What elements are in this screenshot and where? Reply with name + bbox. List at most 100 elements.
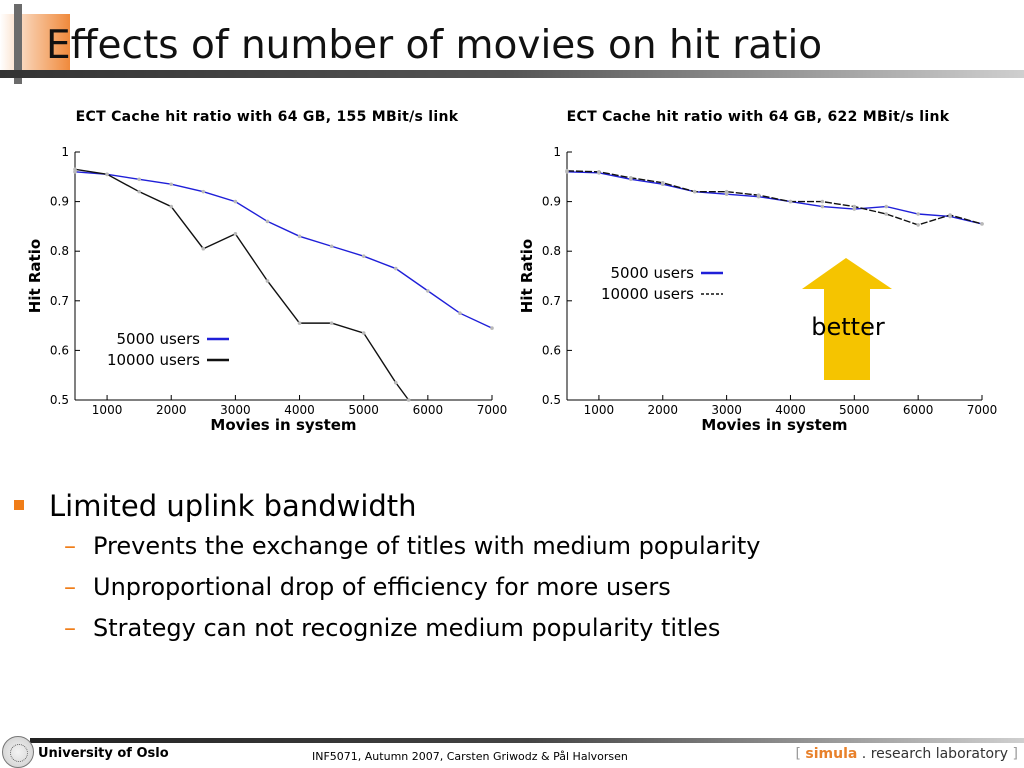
data-point [916, 212, 920, 216]
y-tick-label: 0.8 [50, 244, 69, 258]
y-axis-label: Hit Ratio [26, 239, 44, 313]
y-axis-label: Hit Ratio [518, 239, 536, 313]
data-point [852, 204, 857, 209]
y-tick-label: 1 [61, 145, 69, 159]
sub-bullet-item: – Prevents the exchange of titles with me… [12, 526, 761, 567]
x-tick-label: 3000 [711, 403, 742, 417]
data-point [201, 189, 206, 194]
simula-logo: [ simula . research laboratory ] [795, 746, 1018, 762]
bullet-item: Limited uplink bandwidth [12, 486, 761, 526]
sub-bullet-text: Strategy can not recognize medium popula… [93, 614, 721, 642]
dash-icon: – [64, 532, 76, 560]
data-point [265, 219, 270, 224]
data-point [169, 204, 174, 209]
sub-bullet-item: – Unproportional drop of efficiency for m… [12, 567, 761, 608]
data-point [426, 289, 430, 293]
data-point [724, 189, 729, 194]
dash-icon: – [64, 614, 76, 642]
chart-hit-ratio-622mbit: ECT Cache hit ratio with 64 GB, 622 MBit… [518, 109, 998, 434]
legend-label: 10000 users [107, 351, 200, 369]
data-point [393, 380, 398, 385]
data-point [756, 193, 761, 197]
bullet-square-icon [14, 500, 24, 510]
data-point [852, 207, 857, 211]
x-tick-label: 6000 [413, 403, 444, 417]
data-point [406, 398, 411, 402]
page-title: Effects of number of movies on hit ratio [46, 23, 823, 68]
x-tick-label: 1000 [92, 403, 123, 417]
better-label: better [811, 313, 885, 341]
data-point [884, 212, 889, 216]
y-tick-label: 0.7 [542, 294, 561, 308]
data-point [297, 321, 302, 325]
title-accent-bar [14, 4, 22, 84]
data-point [724, 192, 729, 196]
data-point [201, 246, 206, 251]
bullet-list: Limited uplink bandwidth – Prevents the e… [12, 486, 761, 649]
data-point [393, 266, 398, 271]
data-point [329, 244, 334, 249]
sub-bullet-text: Prevents the exchange of titles with med… [93, 532, 761, 560]
data-point [233, 199, 238, 204]
x-tick-label: 5000 [348, 403, 379, 417]
data-point [820, 199, 825, 204]
series-line [74, 168, 410, 401]
y-tick-label: 0.5 [542, 393, 561, 407]
x-tick-label: 7000 [477, 403, 508, 417]
bullet-text: Limited uplink bandwidth [49, 489, 417, 523]
better-arrow-icon [802, 258, 892, 380]
sub-bullet-list: – Prevents the exchange of titles with me… [12, 526, 761, 649]
x-tick-label: 6000 [903, 403, 934, 417]
series-line [74, 171, 493, 329]
y-tick-label: 0.9 [50, 195, 69, 209]
data-point [692, 189, 697, 194]
dash-icon: – [64, 573, 76, 601]
data-point [660, 180, 665, 185]
data-point [73, 167, 77, 172]
x-tick-label: 7000 [967, 403, 998, 417]
data-point [490, 326, 494, 330]
x-axis-label: Movies in system [701, 416, 847, 434]
legend-label: 5000 users [611, 264, 695, 282]
x-tick-label: 2000 [156, 403, 187, 417]
y-tick-label: 1 [553, 145, 561, 159]
university-name: University of Oslo [38, 746, 169, 761]
data-point [73, 170, 77, 174]
x-tick-label: 3000 [220, 403, 251, 417]
sub-bullet-text: Unproportional drop of efficiency for mo… [93, 573, 671, 601]
chart-title: ECT Cache hit ratio with 64 GB, 155 MBit… [76, 109, 459, 125]
y-tick-label: 0.5 [50, 393, 69, 407]
data-point [565, 169, 569, 173]
data-point [629, 175, 633, 180]
footer-rule [30, 738, 1024, 743]
data-point [788, 199, 793, 204]
data-point [458, 311, 462, 315]
data-point [884, 204, 889, 209]
data-point [916, 223, 920, 227]
title-accent-gradient [0, 14, 70, 78]
chart-title: ECT Cache hit ratio with 64 GB, 622 MBit… [567, 109, 950, 125]
data-point [597, 170, 601, 174]
better-arrow-shape [802, 258, 892, 380]
y-tick-label: 0.7 [50, 294, 69, 308]
y-tick-label: 0.6 [542, 343, 561, 357]
x-tick-label: 1000 [584, 403, 615, 417]
x-tick-label: 5000 [839, 403, 870, 417]
y-tick-label: 0.9 [542, 195, 561, 209]
y-tick-label: 0.8 [542, 244, 561, 258]
data-point [329, 321, 334, 325]
data-point [169, 182, 174, 187]
y-tick-label: 0.6 [50, 343, 69, 357]
data-point [265, 279, 270, 283]
x-tick-label: 4000 [775, 403, 806, 417]
data-point [361, 254, 366, 258]
sub-bullets-container: – Prevents the exchange of titles with me… [12, 526, 761, 649]
university-seal-icon [2, 736, 34, 768]
sub-bullet-item: – Strategy can not recognize medium popul… [12, 608, 761, 649]
course-info: INF5071, Autumn 2007, Carsten Griwodz & … [312, 750, 628, 763]
data-point [980, 222, 984, 226]
data-point [297, 234, 302, 239]
data-point [361, 331, 366, 335]
x-axis-label: Movies in system [210, 416, 356, 434]
title-underline [0, 70, 1024, 78]
